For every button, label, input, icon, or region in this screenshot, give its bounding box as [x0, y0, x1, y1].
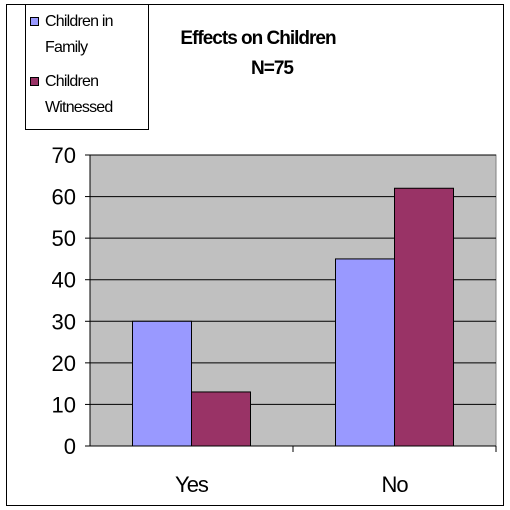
bar-no-children-in-family [335, 258, 395, 447]
chart-title: Effects on Children [180, 28, 336, 49]
y-tick-label: 20 [52, 351, 76, 376]
y-tick-label: 50 [52, 226, 76, 251]
bar-no-children-witnessed [394, 187, 454, 447]
legend-label-children-in-family: Children in Family [45, 13, 113, 56]
y-tick-label: 70 [52, 143, 76, 168]
y-tick-label: 0 [64, 434, 76, 459]
bar-yes-children-witnessed [191, 391, 251, 447]
legend-swatch-children-in-family [30, 17, 39, 26]
legend-swatch-children-witnessed [30, 77, 39, 86]
chart-subtitle: N=75 [251, 58, 294, 79]
y-tick-label: 30 [52, 309, 76, 334]
x-tick-label: No [381, 472, 408, 497]
bar-yes-children-in-family [132, 320, 192, 447]
y-tick-label: 60 [52, 185, 76, 210]
y-tick-label: 40 [52, 268, 76, 293]
legend-label-children-witnessed: Children Witnessed [45, 73, 113, 116]
y-tick-label: 10 [52, 392, 76, 417]
x-tick-label: Yes [175, 472, 209, 497]
legend: Children in Family Children Witnessed [25, 4, 149, 130]
